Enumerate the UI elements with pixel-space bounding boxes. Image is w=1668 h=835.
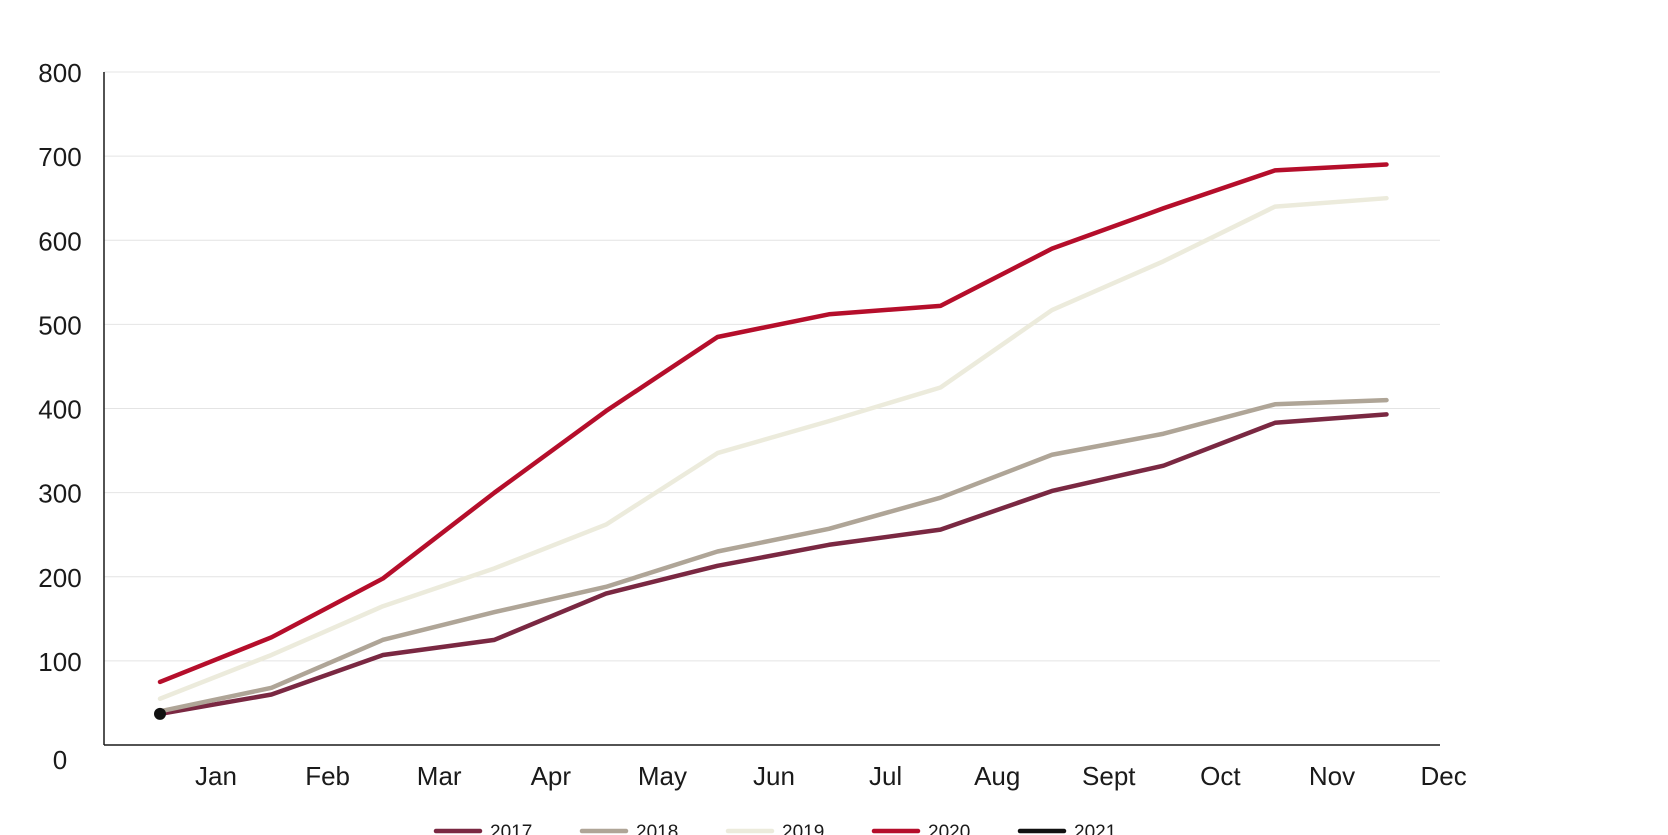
legend-item-2019: 2019 [725,822,824,835]
x-tick-label: Feb [305,761,350,791]
legend-item-2021: 2021 [1017,822,1116,835]
legend-label: 2018 [636,822,678,835]
series-line-2019 [157,195,1389,701]
y-tick-label: 700 [38,142,81,172]
x-axis-tick-labels: Jan Feb Mar Apr May Jun Jul Aug Sept Oct Nov Dec [195,761,1467,791]
x-tick-label: Jan [195,761,237,791]
legend-label: 2021 [1074,822,1116,835]
y-tick-label: 100 [38,647,81,677]
series-line-2020 [157,162,1389,685]
y-tick-label: 400 [38,395,81,425]
x-tick-label: Aug [974,761,1020,791]
axes [103,72,1440,746]
legend-label: 2019 [782,822,824,835]
y-tick-label: 200 [38,563,81,593]
legend: 2017 2018 2019 2020 2021 [433,822,1116,835]
x-tick-label: Dec [1420,761,1466,791]
legend-item-2018: 2018 [579,822,678,835]
x-tick-label: Apr [531,761,572,791]
y-tick-label: 500 [38,310,81,340]
series-point-2021 [154,707,166,720]
series-line-2017 [157,412,1389,717]
y-tick-label: 0 [53,745,67,775]
y-tick-label: 600 [38,226,81,256]
x-tick-label: Oct [1200,761,1241,791]
y-tick-label: 300 [38,479,81,509]
x-tick-label: Jun [753,761,795,791]
x-tick-label: Mar [417,761,462,791]
x-tick-label: Nov [1309,761,1355,791]
legend-label: 2017 [490,822,532,835]
x-tick-label: Sept [1082,761,1136,791]
x-tick-label: Jul [869,761,902,791]
legend-item-2017: 2017 [433,822,532,835]
y-tick-label: 800 [38,58,81,88]
legend-item-2020: 2020 [871,822,970,835]
x-tick-label: May [638,761,687,791]
legend-label: 2020 [928,822,970,835]
series-line-2018 [157,397,1389,714]
gridlines [104,71,1440,662]
y-axis-tick-labels: 0 100 200 300 400 500 600 700 800 [38,58,81,775]
series-lines [154,162,1389,720]
